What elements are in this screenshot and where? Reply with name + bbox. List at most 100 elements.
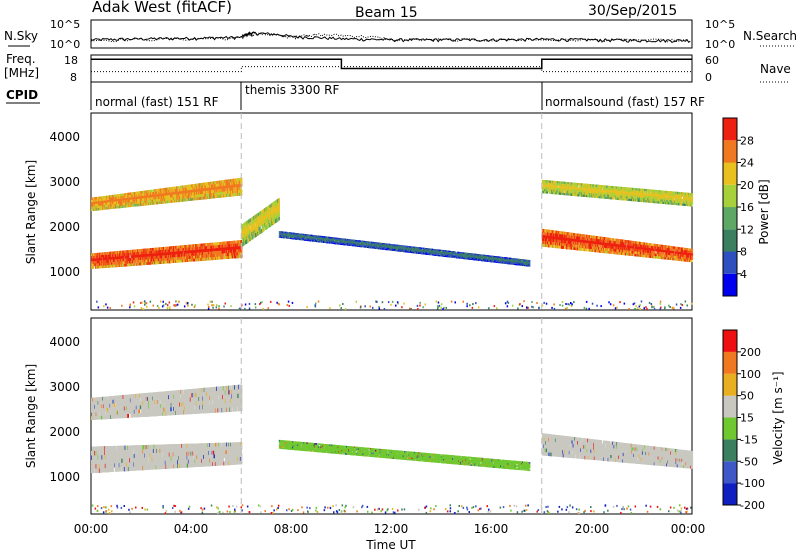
heatmap-cell bbox=[247, 223, 250, 228]
heatmap-cell bbox=[212, 187, 215, 190]
heatmap-cell bbox=[520, 260, 523, 262]
heatmap-cell bbox=[281, 231, 284, 233]
heatmap-cell bbox=[365, 242, 368, 244]
heatmap-cell bbox=[112, 206, 114, 209]
heatmap-cell bbox=[116, 261, 119, 265]
heatmap-cell bbox=[424, 252, 427, 254]
heatmap-cell bbox=[172, 200, 174, 203]
heatmap-cell bbox=[235, 190, 238, 194]
heatmap-cell bbox=[182, 259, 185, 263]
heatmap-cell bbox=[290, 238, 292, 240]
heatmap-cell bbox=[303, 237, 305, 239]
heatmap-cell bbox=[152, 253, 155, 257]
heatmap-cell bbox=[206, 251, 209, 255]
heatmap-cell bbox=[251, 235, 254, 240]
heatmap-cell bbox=[220, 241, 222, 245]
heatmap-cell bbox=[224, 194, 227, 198]
heatmap-cell bbox=[382, 245, 385, 247]
heatmap-cell bbox=[172, 194, 175, 198]
heatmap-cell bbox=[134, 260, 137, 264]
heatmap-cell bbox=[190, 244, 193, 248]
heatmap-cell bbox=[205, 190, 208, 194]
freq-left-unit: [MHz] bbox=[4, 66, 39, 80]
heatmap-cell bbox=[92, 266, 95, 269]
heatmap-cell bbox=[104, 195, 106, 199]
heatmap-cell bbox=[363, 242, 365, 244]
station-title: Adak West (fitACF) bbox=[92, 0, 232, 16]
heatmap-cell bbox=[400, 247, 402, 249]
heatmap-cell bbox=[298, 235, 301, 237]
heatmap-cell bbox=[228, 188, 230, 191]
heatmap-cell bbox=[173, 257, 176, 261]
noise-tick-top-right: 10^5 bbox=[705, 18, 735, 31]
heatmap-cell bbox=[156, 196, 158, 200]
heatmap-cell bbox=[361, 246, 363, 248]
heatmap-cell bbox=[400, 245, 403, 247]
heatmap-cell bbox=[107, 195, 110, 198]
heatmap-cell bbox=[179, 248, 182, 252]
heatmap-cell bbox=[197, 244, 199, 247]
heatmap-cell bbox=[167, 192, 170, 196]
heatmap-cell bbox=[164, 187, 167, 191]
heatmap-cell bbox=[142, 195, 145, 199]
heatmap-cell bbox=[241, 224, 244, 228]
heatmap-cell bbox=[221, 256, 224, 260]
heatmap-cell bbox=[212, 189, 215, 193]
heatmap-cell bbox=[260, 210, 263, 215]
heatmap-cell bbox=[177, 194, 180, 197]
heatmap-cell bbox=[305, 236, 307, 238]
heatmap-cell bbox=[164, 258, 166, 261]
heatmap-cell bbox=[216, 192, 218, 196]
heatmap-cell bbox=[164, 255, 167, 258]
heatmap-cell bbox=[199, 258, 201, 261]
heatmap-cell bbox=[249, 218, 252, 222]
cpid-panel: CPID normal (fast) 151 RF themis 3300 RF… bbox=[6, 81, 705, 110]
heatmap-cell bbox=[172, 192, 174, 195]
heatmap-cell bbox=[166, 195, 168, 199]
heatmap-cell bbox=[313, 239, 315, 241]
heatmap-cell bbox=[226, 179, 229, 183]
heatmap-cell bbox=[383, 247, 386, 249]
heatmap-cell bbox=[201, 252, 204, 256]
heatmap-cell bbox=[201, 191, 204, 194]
heatmap-cell bbox=[341, 239, 344, 241]
heatmap-cell bbox=[112, 262, 114, 265]
heatmap-cell bbox=[174, 248, 176, 252]
heatmap-cell bbox=[259, 226, 261, 231]
heatmap-cell bbox=[213, 195, 216, 199]
heatmap-cell bbox=[170, 192, 172, 195]
heatmap-cell bbox=[121, 258, 124, 262]
heatmap-cell bbox=[305, 237, 307, 239]
heatmap-cell bbox=[287, 236, 290, 238]
heatmap-cell bbox=[314, 240, 317, 242]
heatmap-cell bbox=[155, 199, 158, 202]
heatmap-cell bbox=[205, 246, 207, 249]
noise-panel: N.Sky 10^5 10^0 10^5 10^0 N.Search bbox=[4, 18, 797, 51]
heatmap-cell bbox=[201, 185, 203, 189]
heatmap-cell bbox=[352, 245, 354, 247]
heatmap-cell bbox=[289, 234, 292, 236]
heatmap-cell bbox=[336, 241, 339, 243]
heatmap-cell bbox=[226, 241, 228, 245]
heatmap-cell bbox=[281, 234, 284, 236]
heatmap-cell bbox=[181, 251, 184, 254]
heatmap-cell bbox=[295, 233, 298, 235]
heatmap-cell bbox=[213, 248, 216, 252]
heatmap-cell bbox=[278, 233, 281, 235]
heatmap-cell bbox=[330, 239, 333, 241]
heatmap-cell bbox=[133, 255, 135, 258]
heatmap-cell bbox=[253, 223, 255, 228]
heatmap-cell bbox=[124, 195, 127, 198]
heatmap-cell bbox=[168, 187, 170, 190]
heatmap-cell bbox=[233, 193, 236, 197]
heatmap-cell bbox=[278, 198, 280, 202]
heatmap-cell bbox=[240, 240, 243, 244]
heatmap-cell bbox=[154, 253, 157, 257]
heatmap-cell bbox=[231, 240, 234, 244]
heatmap-cell bbox=[295, 237, 298, 239]
heatmap-cell bbox=[186, 195, 189, 199]
heatmap-cell bbox=[251, 224, 254, 228]
noise-right-label: N.Search bbox=[743, 29, 797, 43]
heatmap-cell bbox=[287, 237, 290, 239]
